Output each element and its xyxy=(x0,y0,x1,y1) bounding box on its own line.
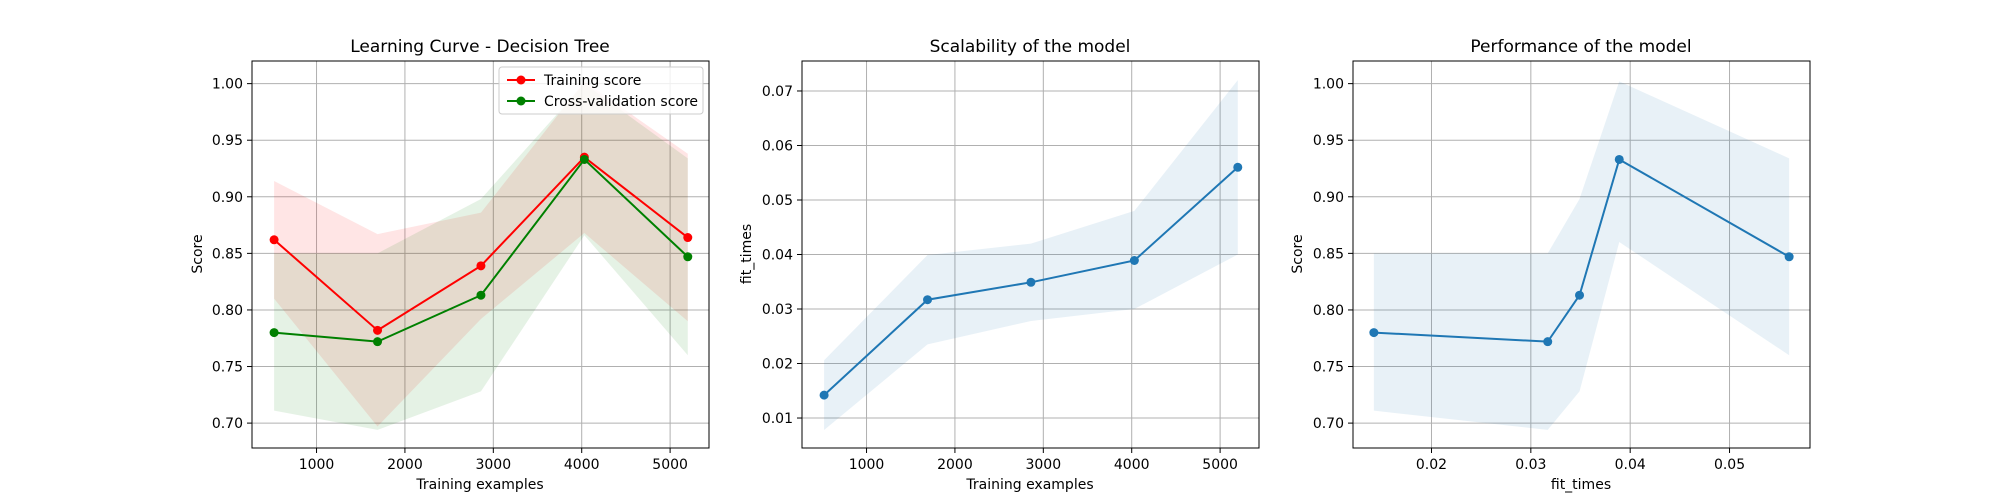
data-point xyxy=(923,295,933,305)
data-point xyxy=(1614,154,1624,164)
chart-title: Learning Curve - Decision Tree xyxy=(350,37,610,57)
data-point xyxy=(373,337,383,347)
confidence-band xyxy=(274,83,688,430)
legend-box xyxy=(498,66,704,115)
x-tick-label: 1000 xyxy=(299,457,335,473)
data-point xyxy=(819,390,829,400)
y-tick-label: 0.07 xyxy=(762,84,793,100)
y-axis-label: Score xyxy=(1290,234,1306,273)
x-tick-label: 2000 xyxy=(387,457,423,473)
axes-frame xyxy=(251,60,710,449)
x-tick-label: 0.02 xyxy=(1416,457,1447,473)
y-tick-label: 0.70 xyxy=(212,416,243,432)
y-tick-label: 0.02 xyxy=(762,357,793,373)
y-tick-label: 0.90 xyxy=(212,190,243,206)
legend-marker xyxy=(516,96,526,106)
y-tick-label: 0.70 xyxy=(1313,416,1344,432)
data-point xyxy=(579,154,589,164)
x-tick-label: 5000 xyxy=(652,457,688,473)
data-point xyxy=(269,235,279,245)
axes-frame xyxy=(1352,60,1811,449)
x-tick-label: 3000 xyxy=(1025,457,1061,473)
legend: Training score Cross-validation score xyxy=(498,66,704,115)
subplot-performance: 0.02 0.03 0.04 0.05 0.70 0.75 0.80 0.85 0.90 0.95… xyxy=(1290,37,1811,493)
chart-title: Performance of the model xyxy=(1470,37,1691,57)
plot-area: 1000 2000 3000 4000 5000 0.70 0.75 0.80 0.85 0.90… xyxy=(212,60,710,473)
data-point xyxy=(683,252,693,262)
legend-entry-label: Cross-validation score xyxy=(544,94,698,110)
data-point xyxy=(1026,277,1036,287)
y-tick-label: 0.85 xyxy=(212,246,243,262)
x-tick-label: 0.04 xyxy=(1615,457,1646,473)
y-tick-label: 0.80 xyxy=(1313,303,1344,319)
chart-title: Scalability of the model xyxy=(930,37,1131,57)
y-tick-label: 0.05 xyxy=(762,193,793,209)
legend-marker xyxy=(516,75,526,85)
x-tick-label: 5000 xyxy=(1202,457,1238,473)
y-axis-label: fit_times xyxy=(739,224,755,284)
x-axis-label: Training examples xyxy=(965,477,1093,493)
y-tick-label: 0.80 xyxy=(212,303,243,319)
subplot-scalability: 1000 2000 3000 4000 5000 0.01 0.02 0.03 0.04 0.05… xyxy=(739,37,1260,493)
y-tick-label: 0.06 xyxy=(762,138,793,154)
plot-area: 0.02 0.03 0.04 0.05 0.70 0.75 0.80 0.85 0.90 0.95… xyxy=(1313,60,1811,473)
x-tick-label: 2000 xyxy=(937,457,973,473)
y-tick-label: 0.01 xyxy=(762,411,793,427)
x-tick-label: 0.03 xyxy=(1515,457,1546,473)
y-tick-label: 0.95 xyxy=(1313,133,1344,149)
x-axis-label: fit_times xyxy=(1551,477,1611,493)
data-point xyxy=(1575,290,1585,300)
data-point xyxy=(269,328,279,338)
y-tick-label: 0.90 xyxy=(1313,190,1344,206)
y-tick-label: 0.85 xyxy=(1313,246,1344,262)
subplot-learning-curve: 1000 2000 3000 4000 5000 0.70 0.75 0.80 0.85 0.90… xyxy=(190,37,710,493)
data-point xyxy=(683,233,693,243)
data-point xyxy=(476,261,486,271)
y-tick-label: 0.75 xyxy=(1313,360,1344,376)
data-point xyxy=(1129,255,1139,265)
x-tick-label: 1000 xyxy=(849,457,885,473)
y-axis-label: Score xyxy=(190,234,206,273)
x-tick-label: 4000 xyxy=(1114,457,1150,473)
y-tick-label: 0.03 xyxy=(762,302,793,318)
x-tick-label: 4000 xyxy=(564,457,600,473)
data-point xyxy=(373,325,383,335)
data-point xyxy=(1233,162,1243,172)
x-tick-label: 3000 xyxy=(475,457,511,473)
data-point xyxy=(1369,328,1379,338)
y-tick-label: 0.04 xyxy=(762,248,793,264)
x-tick-label: 0.05 xyxy=(1714,457,1745,473)
y-tick-label: 0.75 xyxy=(212,360,243,376)
y-tick-label: 1.00 xyxy=(1313,77,1344,93)
data-point xyxy=(1784,252,1794,262)
confidence-band xyxy=(824,80,1238,431)
data-point xyxy=(1543,337,1553,347)
confidence-band xyxy=(1373,81,1790,430)
y-tick-label: 0.95 xyxy=(212,133,243,149)
x-axis-label: Training examples xyxy=(415,477,543,493)
legend-entry-label: Training score xyxy=(543,73,641,89)
data-point xyxy=(476,290,486,300)
plot-area: 1000 2000 3000 4000 5000 0.01 0.02 0.03 0.04 0.05… xyxy=(762,60,1260,473)
y-tick-label: 1.00 xyxy=(212,77,243,93)
